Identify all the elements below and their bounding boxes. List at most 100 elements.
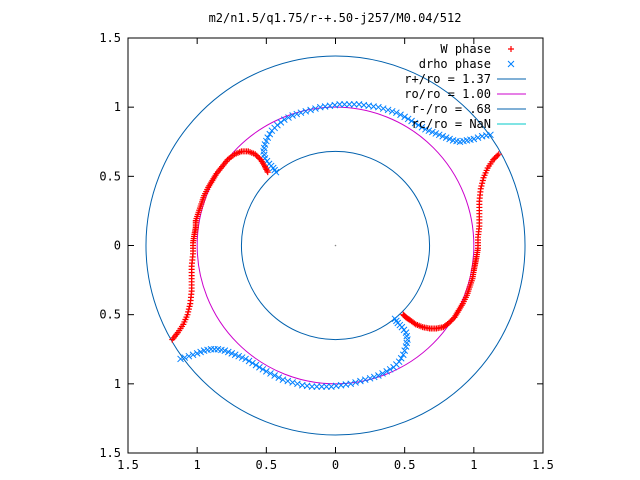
drho-phase-point xyxy=(446,135,453,143)
legend-label-ro-ro-1-00: ro/ro = 1.00 xyxy=(404,87,491,101)
drho-phase-point xyxy=(189,351,197,359)
y-tick-label: 0 xyxy=(114,239,121,253)
drho-phase-point xyxy=(341,101,348,108)
w-phase-point xyxy=(451,314,458,321)
w-phase-point xyxy=(491,155,498,162)
w-phase-point xyxy=(184,311,191,318)
drho-phase-point xyxy=(235,352,243,360)
drho-phase-point xyxy=(308,383,316,390)
drho-phase-point xyxy=(293,110,301,118)
circle-r-1_37 xyxy=(145,55,526,436)
w-phase-point xyxy=(263,166,270,173)
drho-phase-point xyxy=(428,128,436,136)
drho-phase-point xyxy=(264,134,272,141)
drho-phase-point xyxy=(289,112,296,119)
w-phase-series xyxy=(169,148,502,343)
drho-phase-point xyxy=(384,106,392,114)
drho-phase-point xyxy=(294,380,301,388)
drho-phase-point xyxy=(393,109,400,117)
drho-phase-point xyxy=(267,370,274,377)
drho-phase-point xyxy=(366,374,374,382)
drho-phase-point xyxy=(383,368,391,375)
x-tick-label: 1.5 xyxy=(532,458,554,472)
w-phase-point xyxy=(492,153,499,160)
drho-phase-point xyxy=(307,106,314,114)
drho-phase-point xyxy=(284,377,292,385)
x-tick-label: 1 xyxy=(470,458,477,472)
w-phase-point xyxy=(255,153,262,160)
w-phase-point xyxy=(253,152,260,159)
drho-phase-point xyxy=(379,105,387,112)
drho-phase-point xyxy=(432,130,440,137)
drho-phase-point xyxy=(312,105,319,112)
drho-phase-point xyxy=(185,352,193,360)
y-tick-label: 1 xyxy=(114,377,121,391)
w-phase-point xyxy=(495,151,502,158)
w-phase-point xyxy=(494,152,501,159)
legend-label-rc-ro-nan: rc/ro = NaN xyxy=(412,117,491,131)
w-phase-point xyxy=(478,183,485,190)
drho-phase-point xyxy=(249,359,256,367)
drho-phase-point xyxy=(439,132,447,140)
x-tick-label: 0.5 xyxy=(255,458,277,472)
legend-label-drho-phase: drho phase xyxy=(419,57,491,71)
drho-phase-point xyxy=(193,350,201,357)
x-tick-label: 0 xyxy=(332,458,339,472)
drho-phase-point xyxy=(272,168,280,176)
drho-phase-point xyxy=(474,134,482,141)
drho-phase-point xyxy=(418,123,426,131)
drho-phase-point xyxy=(350,101,358,108)
drho-phase-point xyxy=(323,383,330,390)
y-tick-label: 1 xyxy=(114,100,121,114)
drho-phase-point xyxy=(361,376,369,384)
w-phase-point xyxy=(256,155,263,162)
drho-phase-point xyxy=(256,363,263,371)
drho-phase-point xyxy=(357,377,364,385)
w-phase-point xyxy=(441,323,448,330)
drho-phase-point xyxy=(302,107,310,115)
drho-phase-point xyxy=(275,374,283,381)
drho-phase-point xyxy=(386,365,394,373)
drho-phase-point xyxy=(197,348,204,356)
w-phase-point xyxy=(400,312,407,319)
w-phase-point xyxy=(448,317,455,324)
legend-label-r-ro-1-37: r+/ro = 1.37 xyxy=(404,72,491,86)
drho-phase-point xyxy=(177,355,184,363)
drho-phase-point xyxy=(425,127,433,135)
circle-r-0_68 xyxy=(240,150,431,341)
drho-phase-point xyxy=(401,347,409,354)
drho-phase-point xyxy=(422,125,429,133)
drho-phase-point xyxy=(238,354,246,361)
drho-phase-point xyxy=(228,350,236,357)
drho-phase-point xyxy=(279,376,287,384)
drho-phase-point xyxy=(318,383,326,390)
drho-phase-point xyxy=(442,134,450,141)
drho-phase-point xyxy=(252,361,260,369)
y-tick-label: 0.5 xyxy=(99,169,121,183)
drho-phase-point xyxy=(231,351,239,359)
drho-phase-point xyxy=(259,365,267,373)
drho-phase-point xyxy=(411,119,419,127)
drho-phase-point xyxy=(285,114,292,121)
drho-phase-point xyxy=(242,355,249,363)
drho-phase-point xyxy=(401,113,409,121)
legend-label-w-phase: W phase xyxy=(440,42,491,56)
drho-phase-point xyxy=(375,372,382,379)
w-phase-point xyxy=(264,169,271,176)
w-phase-point xyxy=(261,163,268,170)
w-phase-point xyxy=(185,308,192,315)
drho-phase-point xyxy=(347,380,355,388)
drho-phase-point xyxy=(395,358,403,366)
w-phase-point xyxy=(479,177,486,184)
w-phase-point xyxy=(401,313,408,320)
x-tick-label: 1.5 xyxy=(117,458,139,472)
x-tick-label: 1 xyxy=(194,458,201,472)
drho-phase-point xyxy=(379,370,386,377)
drho-phase-point xyxy=(271,372,278,379)
drho-phase-point xyxy=(355,101,363,108)
drho-phase-point xyxy=(211,345,218,353)
drho-phase-point xyxy=(262,368,270,375)
drho-phase-point xyxy=(399,351,407,359)
drho-phase-point xyxy=(181,354,189,361)
